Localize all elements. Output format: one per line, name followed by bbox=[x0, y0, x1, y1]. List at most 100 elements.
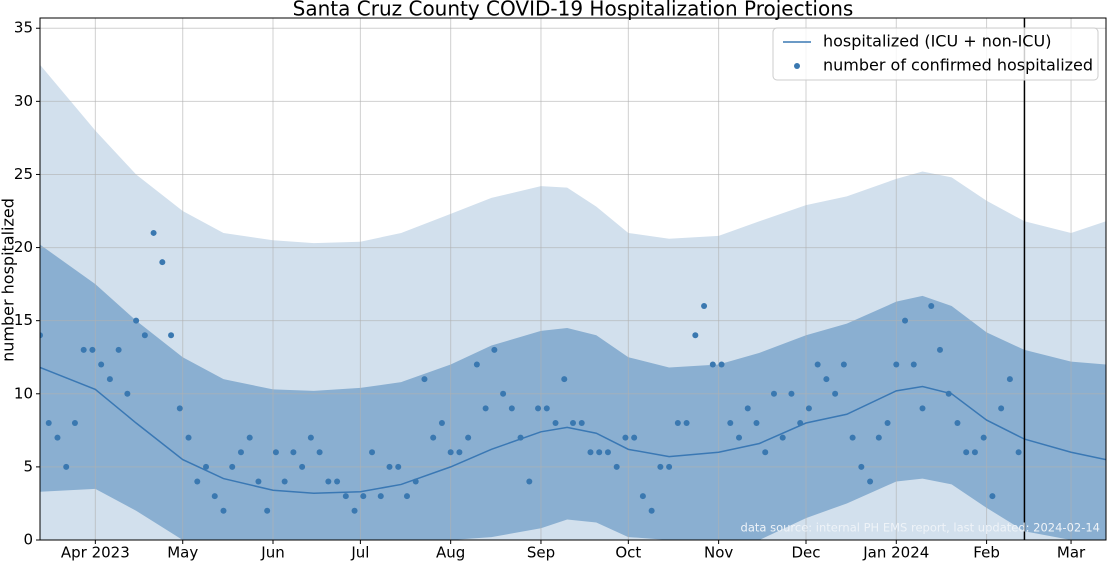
point bbox=[928, 303, 935, 310]
point bbox=[770, 390, 777, 397]
point bbox=[980, 434, 987, 441]
point bbox=[561, 376, 568, 383]
point bbox=[500, 390, 507, 397]
point bbox=[604, 449, 611, 456]
point bbox=[491, 346, 498, 353]
point bbox=[674, 420, 681, 427]
point bbox=[893, 361, 900, 368]
point bbox=[692, 332, 699, 339]
plot-frame bbox=[39, 17, 1107, 541]
point bbox=[701, 303, 708, 310]
point bbox=[203, 463, 210, 470]
point bbox=[377, 493, 384, 500]
point bbox=[290, 449, 297, 456]
point bbox=[360, 493, 367, 500]
point bbox=[185, 434, 192, 441]
point bbox=[832, 390, 839, 397]
point bbox=[220, 507, 227, 514]
point bbox=[237, 449, 244, 456]
point bbox=[875, 434, 882, 441]
point bbox=[45, 420, 52, 427]
point bbox=[683, 420, 690, 427]
point bbox=[666, 463, 673, 470]
point bbox=[438, 420, 445, 427]
point bbox=[106, 376, 113, 383]
point bbox=[211, 493, 218, 500]
point bbox=[229, 463, 236, 470]
point bbox=[465, 434, 472, 441]
point bbox=[631, 434, 638, 441]
x-tick-label: Jun bbox=[260, 544, 284, 561]
point bbox=[71, 420, 78, 427]
point bbox=[936, 346, 943, 353]
point bbox=[657, 463, 664, 470]
y-tick-label: 25 bbox=[14, 165, 33, 183]
point bbox=[823, 376, 830, 383]
point bbox=[867, 478, 874, 485]
point bbox=[578, 420, 585, 427]
point bbox=[753, 420, 760, 427]
point bbox=[141, 332, 148, 339]
point bbox=[316, 449, 323, 456]
legend-label: hospitalized (ICU + non-ICU) bbox=[823, 32, 1051, 51]
point bbox=[447, 449, 454, 456]
point bbox=[543, 405, 550, 412]
point bbox=[648, 507, 655, 514]
point bbox=[902, 317, 909, 324]
point bbox=[919, 405, 926, 412]
point bbox=[910, 361, 917, 368]
point bbox=[805, 405, 812, 412]
chart-title: Santa Cruz County COVID-19 Hospitalizati… bbox=[293, 0, 854, 21]
point bbox=[63, 463, 70, 470]
point bbox=[246, 434, 253, 441]
point bbox=[945, 390, 952, 397]
y-tick-label: 0 bbox=[23, 531, 33, 549]
point bbox=[421, 376, 428, 383]
point bbox=[281, 478, 288, 485]
point bbox=[255, 478, 262, 485]
point bbox=[150, 229, 157, 236]
point bbox=[176, 405, 183, 412]
point bbox=[797, 420, 804, 427]
y-tick-label: 5 bbox=[23, 457, 33, 475]
point bbox=[369, 449, 376, 456]
point bbox=[272, 449, 279, 456]
point bbox=[194, 478, 201, 485]
point bbox=[989, 493, 996, 500]
y-tick-label: 30 bbox=[14, 92, 33, 110]
point bbox=[412, 478, 419, 485]
legend-label: number of confirmed hospitalized bbox=[823, 56, 1093, 75]
point bbox=[473, 361, 480, 368]
point bbox=[570, 420, 576, 427]
point bbox=[849, 434, 856, 441]
y-axis-label: number hospitalized bbox=[0, 198, 18, 362]
x-tick-label: Nov bbox=[704, 544, 733, 561]
line bbox=[40, 366, 1106, 494]
band bbox=[40, 244, 1106, 540]
point bbox=[133, 317, 140, 324]
annotation: data source: internal PH EMS report, las… bbox=[741, 521, 1100, 535]
x-tick-label: May bbox=[167, 544, 198, 561]
point bbox=[517, 434, 524, 441]
x-tick-label: Feb bbox=[973, 544, 1000, 561]
point bbox=[727, 420, 734, 427]
x-tick-label: Jul bbox=[350, 544, 369, 561]
point bbox=[159, 259, 166, 266]
point bbox=[456, 449, 463, 456]
point bbox=[54, 434, 61, 441]
point bbox=[884, 420, 891, 427]
point bbox=[115, 346, 122, 353]
point bbox=[124, 390, 131, 397]
point bbox=[779, 434, 786, 441]
x-tick-label: Sep bbox=[527, 544, 555, 561]
point bbox=[395, 463, 402, 470]
point bbox=[334, 478, 341, 485]
point bbox=[508, 405, 515, 412]
point bbox=[40, 332, 43, 339]
point bbox=[639, 493, 646, 500]
x-tick-label: Aug bbox=[436, 544, 465, 561]
point bbox=[342, 493, 349, 500]
point bbox=[430, 434, 437, 441]
point bbox=[762, 449, 769, 456]
